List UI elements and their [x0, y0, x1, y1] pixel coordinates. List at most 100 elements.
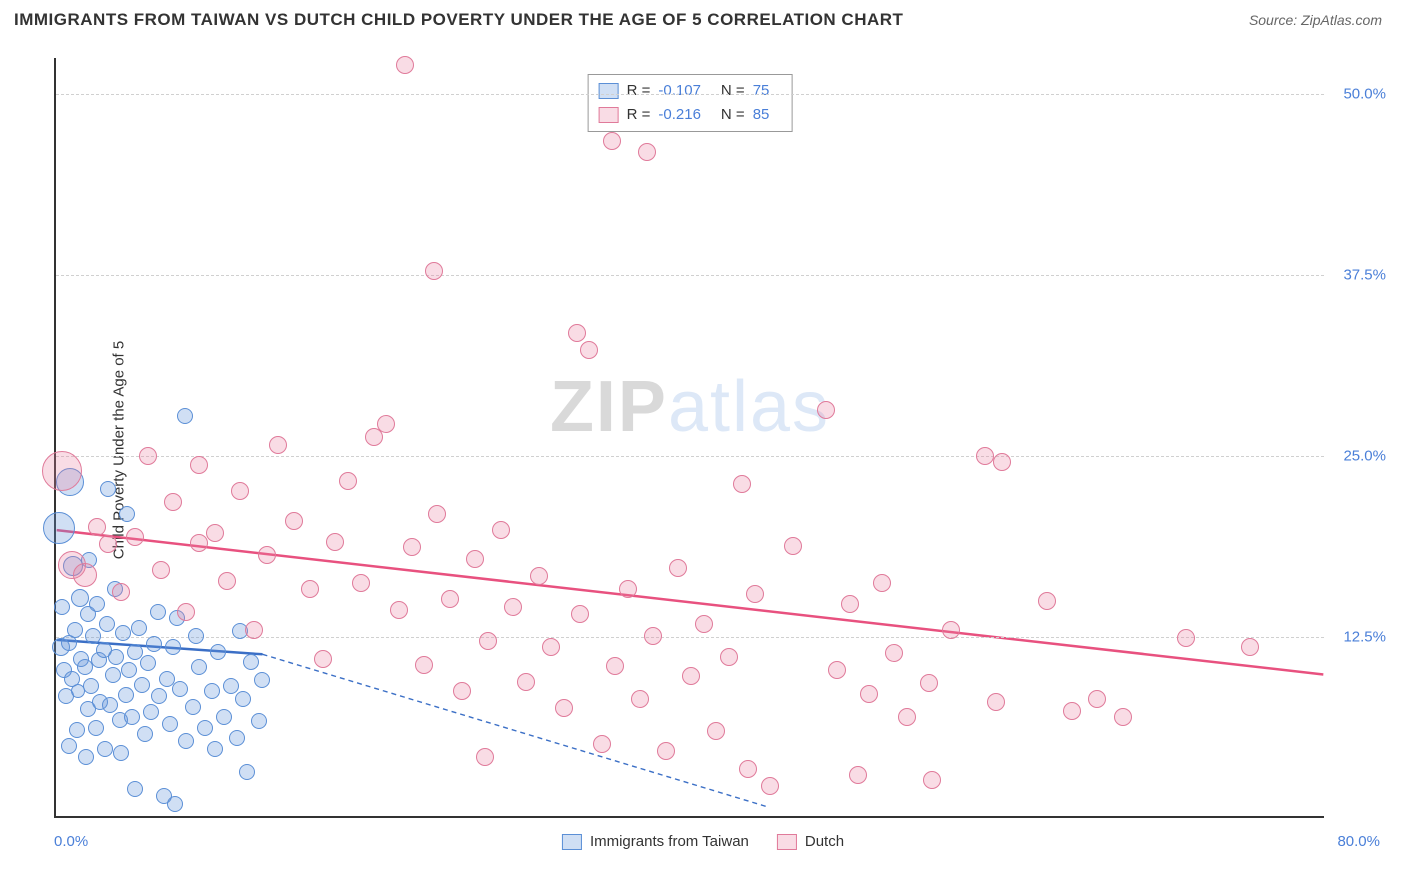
data-point: [105, 667, 121, 683]
legend-correlation-row: R = -0.107N = 75: [599, 79, 782, 103]
data-point: [860, 685, 878, 703]
data-point: [88, 720, 104, 736]
data-point: [396, 56, 414, 74]
data-point: [61, 738, 77, 754]
data-point: [78, 749, 94, 765]
data-point: [67, 622, 83, 638]
data-point: [828, 661, 846, 679]
data-point: [239, 764, 255, 780]
data-point: [517, 673, 535, 691]
data-point: [73, 563, 97, 587]
legend-series-label: Dutch: [805, 833, 844, 850]
data-point: [415, 656, 433, 674]
data-point: [403, 538, 421, 556]
data-point: [151, 688, 167, 704]
data-point: [269, 436, 287, 454]
data-point: [761, 777, 779, 795]
data-point: [108, 649, 124, 665]
data-point: [172, 681, 188, 697]
data-point: [441, 590, 459, 608]
data-point: [314, 650, 332, 668]
data-point: [1063, 702, 1081, 720]
source-prefix: Source:: [1249, 12, 1301, 28]
data-point: [119, 506, 135, 522]
data-point: [191, 659, 207, 675]
data-point: [143, 704, 159, 720]
data-point: [89, 596, 105, 612]
data-point: [555, 699, 573, 717]
data-point: [190, 534, 208, 552]
data-point: [492, 521, 510, 539]
data-point: [390, 601, 408, 619]
data-point: [164, 493, 182, 511]
chart-container: Child Poverty Under the Age of 5 ZIPatla…: [14, 40, 1392, 860]
data-point: [631, 690, 649, 708]
data-point: [542, 638, 560, 656]
data-point: [146, 636, 162, 652]
data-point: [127, 781, 143, 797]
data-point: [197, 720, 213, 736]
gridline-h: [56, 94, 1324, 95]
data-point: [229, 730, 245, 746]
chart-title: IMMIGRANTS FROM TAIWAN VS DUTCH CHILD PO…: [14, 10, 903, 30]
data-point: [113, 745, 129, 761]
data-point: [1114, 708, 1132, 726]
legend-series-label: Immigrants from Taiwan: [590, 833, 749, 850]
trend-line: [57, 530, 1324, 674]
data-point: [695, 615, 713, 633]
data-point: [987, 693, 1005, 711]
data-point: [1038, 592, 1056, 610]
data-point: [603, 132, 621, 150]
data-point: [682, 667, 700, 685]
legend-r-value: -0.107: [658, 79, 701, 103]
data-point: [69, 722, 85, 738]
data-point: [841, 595, 859, 613]
data-point: [139, 447, 157, 465]
data-point: [167, 796, 183, 812]
x-tick-max: 80.0%: [1337, 833, 1380, 850]
data-point: [476, 748, 494, 766]
data-point: [190, 456, 208, 474]
data-point: [231, 482, 249, 500]
data-point: [251, 713, 267, 729]
data-point: [885, 644, 903, 662]
data-point: [58, 688, 74, 704]
data-point: [99, 616, 115, 632]
watermark: ZIPatlas: [550, 366, 830, 448]
legend-series: Immigrants from Taiwan Dutch: [562, 833, 844, 850]
legend-series-item: Immigrants from Taiwan: [562, 833, 749, 850]
data-point: [942, 621, 960, 639]
data-point: [638, 143, 656, 161]
data-point: [216, 709, 232, 725]
gridline-h: [56, 637, 1324, 638]
data-point: [571, 605, 589, 623]
source-name: ZipAtlas.com: [1301, 12, 1382, 28]
legend-correlation-row: R = -0.216N = 85: [599, 103, 782, 127]
plot-area: ZIPatlas R = -0.107N = 75R = -0.216N = 8…: [54, 58, 1324, 818]
data-point: [993, 453, 1011, 471]
data-point: [112, 583, 130, 601]
data-point: [100, 481, 116, 497]
data-point: [784, 537, 802, 555]
data-point: [165, 639, 181, 655]
data-point: [739, 760, 757, 778]
legend-swatch: [599, 107, 619, 123]
data-point: [707, 722, 725, 740]
data-point: [115, 625, 131, 641]
data-point: [99, 535, 117, 553]
data-point: [568, 324, 586, 342]
data-point: [1241, 638, 1259, 656]
watermark-part1: ZIP: [550, 367, 668, 447]
data-point: [669, 559, 687, 577]
data-point: [339, 472, 357, 490]
legend-series-item: Dutch: [777, 833, 844, 850]
chart-header: IMMIGRANTS FROM TAIWAN VS DUTCH CHILD PO…: [0, 0, 1406, 36]
data-point: [898, 708, 916, 726]
legend-n-label: N =: [721, 103, 745, 127]
data-point: [126, 528, 144, 546]
legend-correlation: R = -0.107N = 75R = -0.216N = 85: [588, 74, 793, 132]
legend-n-label: N =: [721, 79, 745, 103]
data-point: [720, 648, 738, 666]
data-point: [83, 678, 99, 694]
data-point: [177, 603, 195, 621]
